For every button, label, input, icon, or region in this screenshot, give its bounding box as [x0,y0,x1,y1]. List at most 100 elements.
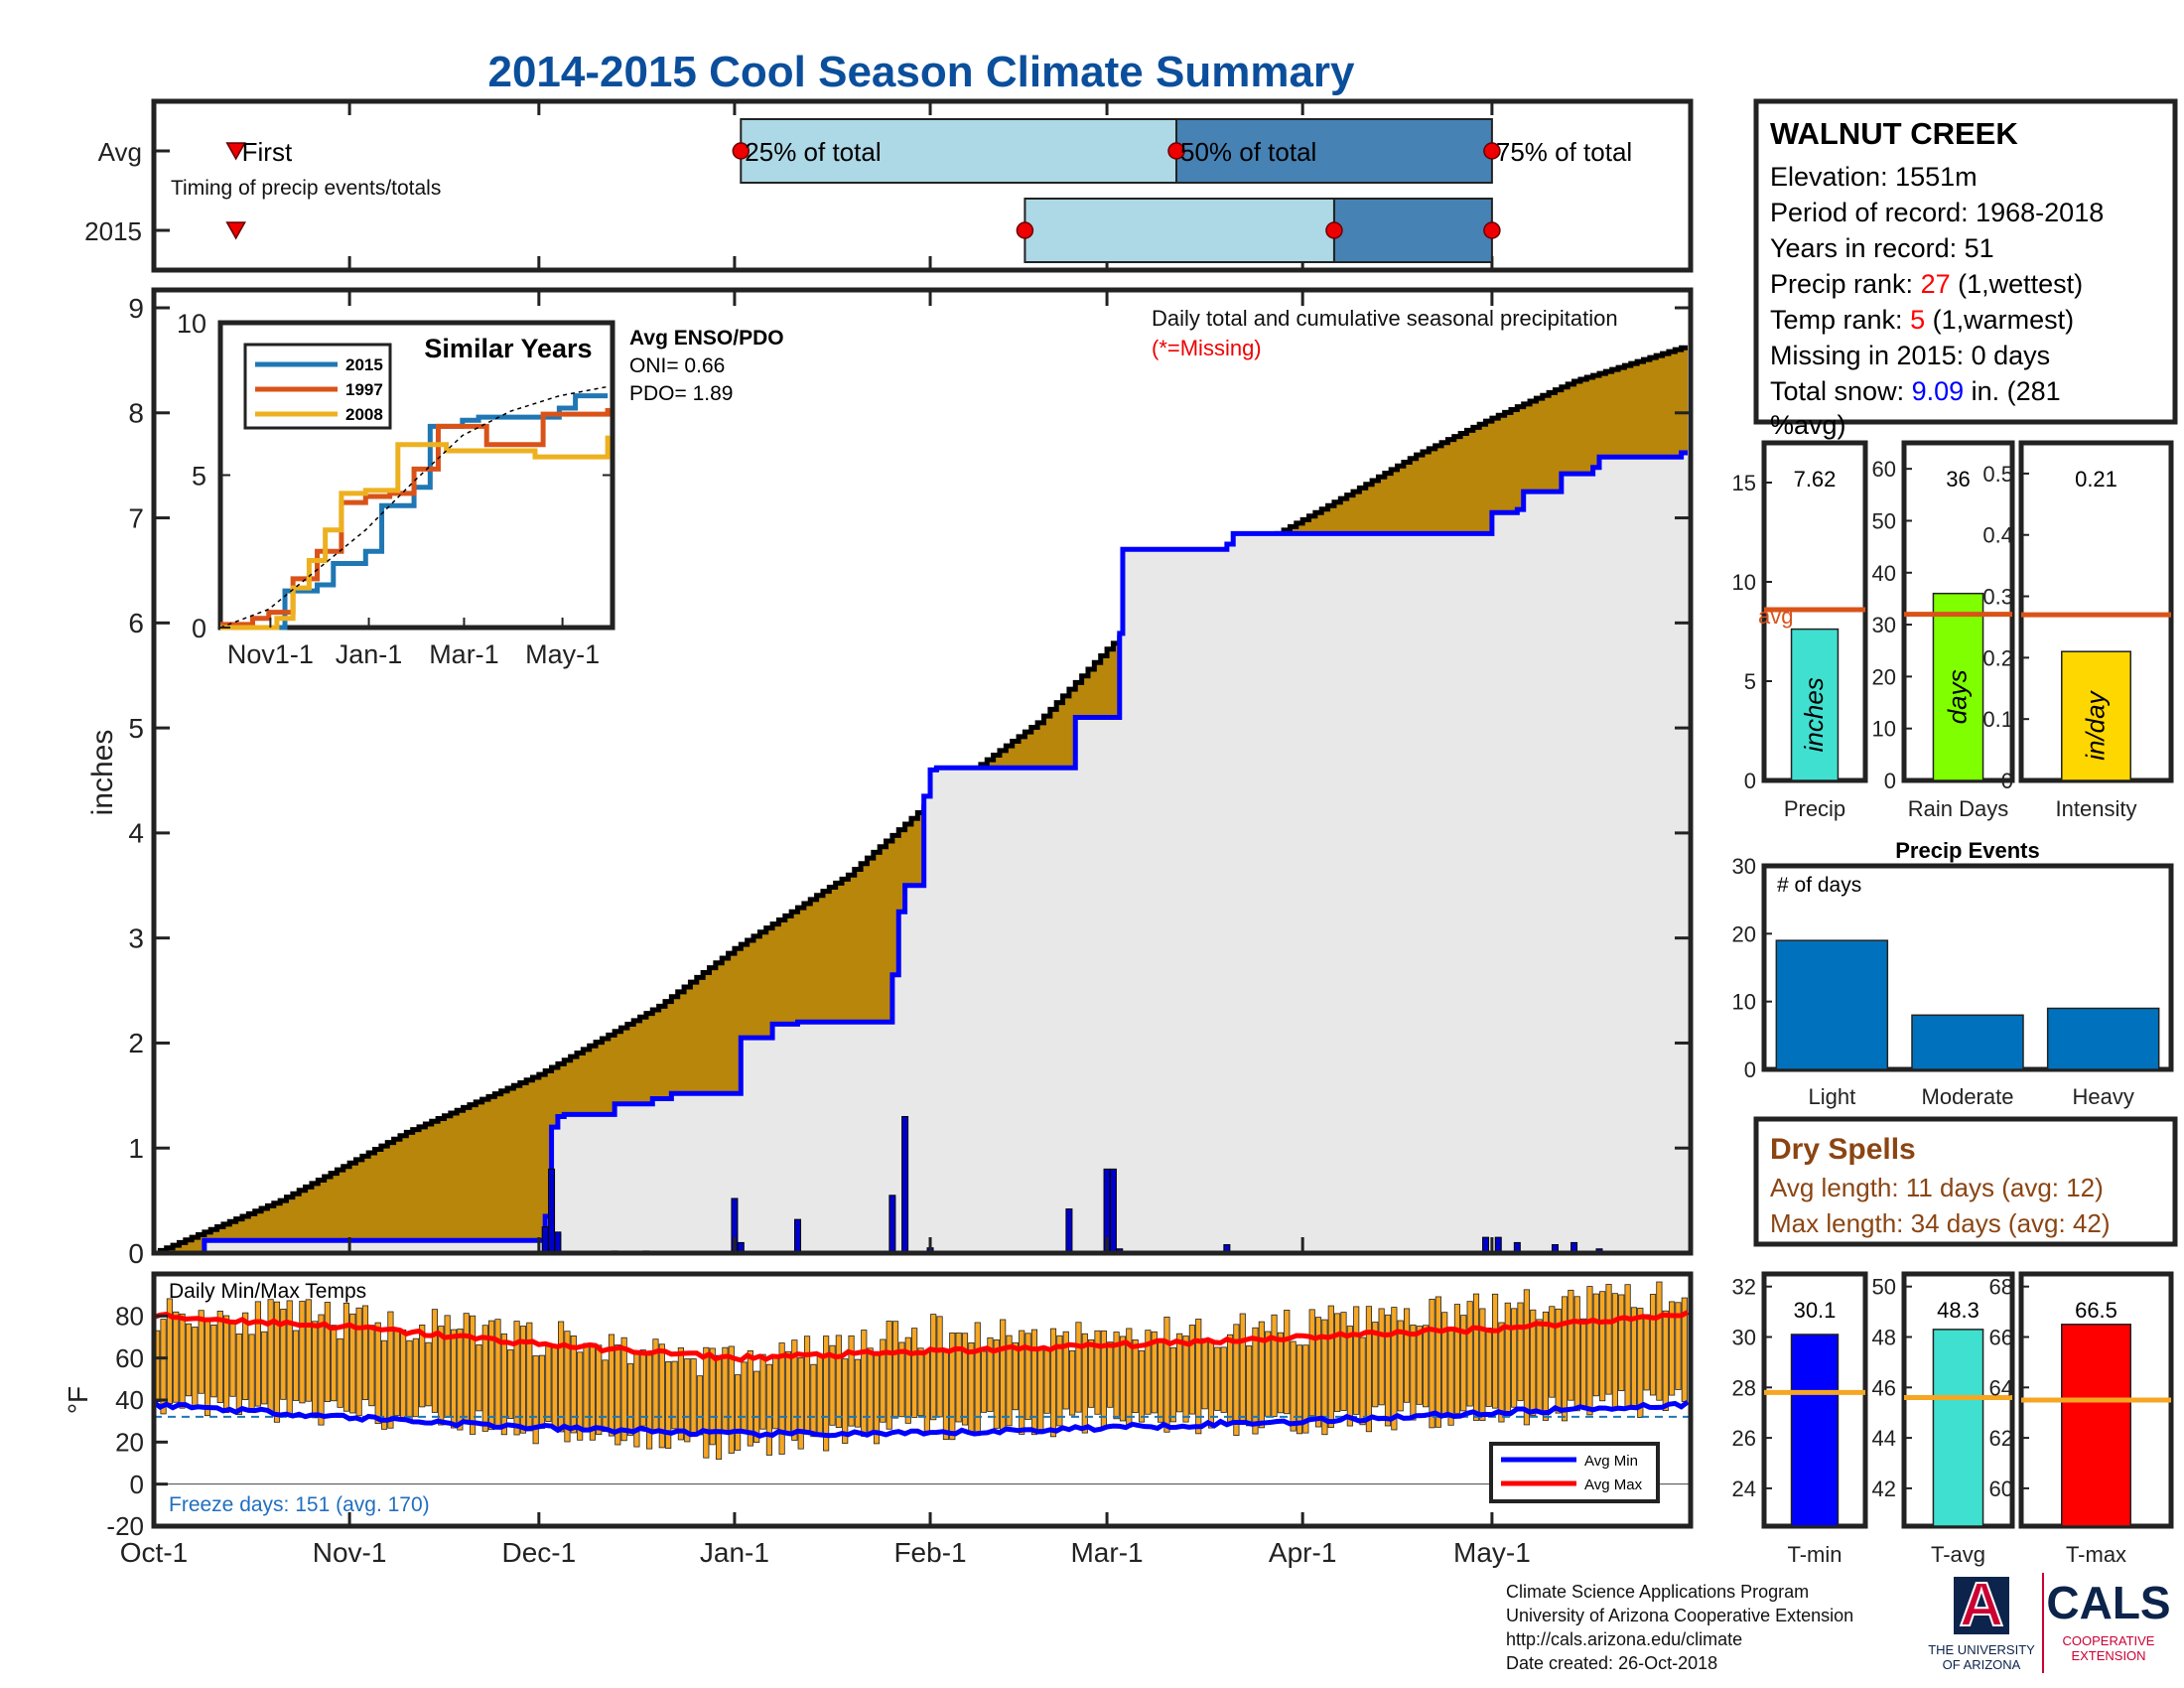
oni-value: ONI= 0.66 [629,354,725,377]
rain-days-panel-value: 36 [1946,467,1970,492]
timing-50-label: 50% of total [1180,137,1316,167]
daily-temp-bar [759,1353,766,1430]
timing-avg-quartile-marker [1483,142,1501,160]
t-avg-panel-value: 48.3 [1937,1298,1979,1323]
x-tick-label: Apr-1 [1269,1537,1336,1568]
precip-rank-suffix: (1,wettest) [1951,269,2084,299]
daily-temp-bar [880,1338,887,1423]
rain-days-panel-tick-label: 30 [1872,613,1896,637]
precip-rank-prefix: Precip rank: [1770,269,1921,299]
daily-temp-bar [602,1359,609,1433]
total-snow-prefix: Total snow: [1770,376,1912,406]
daily-temp-bar [1220,1346,1227,1413]
t-max-panel-tick-label: 62 [1989,1426,2013,1451]
daily-temp-bar [614,1344,621,1446]
main-y-axis-label: inches [86,730,119,816]
daily-temp-bar [968,1341,975,1434]
daily-temp-bar [273,1301,281,1423]
temp-y-tick-label: 60 [115,1343,144,1373]
daily-temp-bar [765,1363,772,1456]
daily-temp-bar [400,1329,407,1420]
daily-temp-bar [476,1343,482,1412]
daily-temp-bar [261,1331,268,1405]
daily-temp-bar [1075,1322,1082,1413]
timing-2015-quartile-marker [1483,221,1501,239]
daily-temp-bar [1466,1301,1473,1407]
cals-line2: EXTENSION [2071,1648,2145,1663]
daily-temp-bar [1158,1339,1164,1423]
daily-temp-bar [577,1351,584,1441]
rain-days-panel-tick-label: 10 [1872,717,1896,742]
daily-precip-bar [541,1226,549,1254]
daily-temp-bar [361,1305,369,1401]
cals-logo: CALS [2046,1577,2170,1628]
daily-temp-bar [412,1337,419,1418]
daily-temp-bar [904,1336,911,1424]
daily-temp-bar [1592,1293,1599,1397]
t-avg-panel-tick-label: 50 [1872,1275,1896,1300]
timing-2015-q2-box [1332,198,1493,263]
daily-temp-bar [1207,1340,1215,1429]
daily-precip-bar [548,1168,556,1254]
daily-temp-bar [816,1355,823,1434]
daily-temp-bar [728,1345,735,1454]
daily-temp-bar [393,1330,400,1417]
daily-temp-bar [1410,1325,1417,1421]
daily-temp-bar [488,1320,495,1431]
daily-temp-bar [848,1335,855,1427]
daily-temp-bar [355,1307,362,1417]
daily-temp-bar [519,1326,527,1434]
daily-temp-bar [1675,1302,1682,1390]
x-tick-label: Feb-1 [893,1537,966,1568]
daily-temp-bar [1517,1302,1524,1401]
daily-precip-bar [554,1231,562,1254]
daily-temp-bar [1132,1338,1139,1414]
daily-temp-bar [160,1319,167,1415]
daily-temp-bar [1359,1336,1366,1426]
main-y-tick-label: 8 [128,398,144,429]
t-min-panel-bar [1790,1334,1840,1527]
daily-temp-bar [1006,1335,1013,1427]
t-avg-panel-tick-label: 44 [1872,1426,1896,1451]
precip-panel-tick-label: 10 [1732,570,1756,595]
dry-max-length: Max length: 34 days (avg: 42) [1770,1208,2111,1238]
daily-temp-bar [1561,1296,1569,1422]
ua-logo-letter: A [1960,1571,2004,1639]
t-avg-panel-bar [1932,1329,1984,1527]
daily-temp-bar [1024,1333,1031,1420]
daily-temp-bar [1365,1306,1372,1433]
daily-temp-bar [797,1357,804,1450]
daily-temp-bar [854,1358,861,1428]
daily-temp-bar [1145,1330,1152,1415]
main-y-tick-label: 2 [128,1028,144,1058]
daily-temp-bar [1542,1311,1550,1421]
daily-temp-bar [1043,1349,1050,1414]
precip-panel-tick-label: 5 [1744,669,1756,694]
inset-series-2008 [220,435,611,631]
daily-temp-bar [551,1345,558,1428]
daily-temp-bar [1188,1325,1195,1415]
rain-days-panel-category: Rain Days [1908,796,2008,821]
daily-precip-bar [794,1218,802,1254]
intensity-panel-unit-label: in/day [2081,689,2111,760]
daily-temp-bar [810,1363,817,1438]
inset-legend-label: 1997 [345,380,383,399]
daily-temp-bar [331,1325,338,1402]
inset-y-tick-label: 10 [177,309,206,339]
daily-temp-bar [829,1344,836,1426]
daily-temp-bar [1037,1348,1044,1435]
t-min-panel-category: T-min [1788,1542,1843,1567]
main-y-tick-label: 4 [128,818,144,849]
daily-temp-bar [696,1375,704,1436]
legend-avg-min-label: Avg Min [1584,1453,1638,1470]
intensity-panel-tick-label: 0.3 [1982,585,2013,610]
events-tick-label: 30 [1732,854,1756,879]
main-y-tick-label: 3 [128,922,144,953]
daily-temp-bar [1239,1313,1246,1425]
daily-temp-bar [1113,1332,1120,1420]
daily-temp-bar [1233,1324,1240,1436]
precip-panel-tick-label: 0 [1744,769,1756,793]
daily-temp-bar [500,1333,507,1436]
dry-spells-box [1753,1116,2178,1247]
